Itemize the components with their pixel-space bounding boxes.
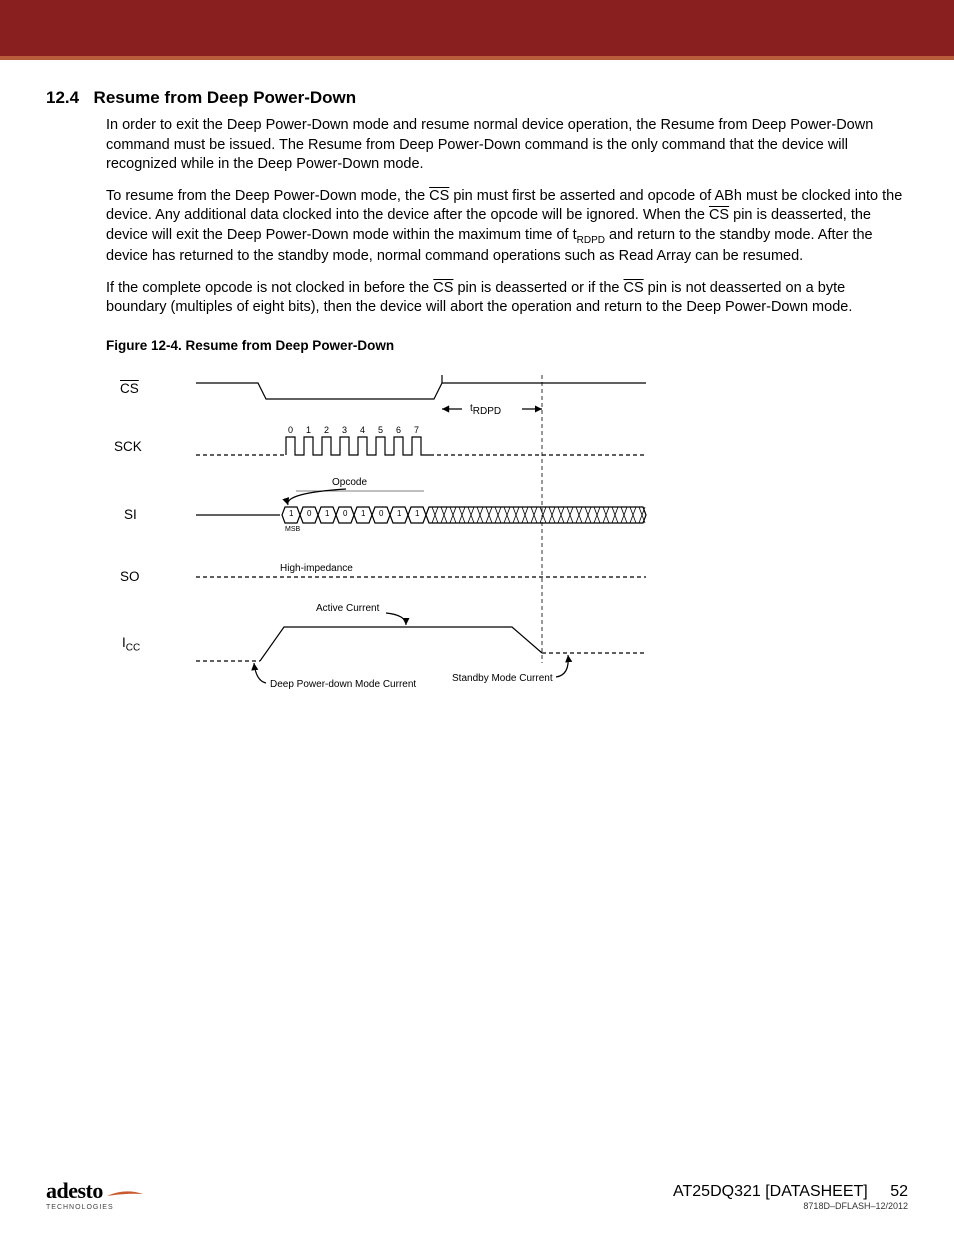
header-bar bbox=[0, 0, 954, 56]
clock-tick: 5 bbox=[378, 425, 383, 435]
clock-tick: 2 bbox=[324, 425, 329, 435]
clock-tick: 3 bbox=[342, 425, 347, 435]
label-opcode: Opcode bbox=[332, 477, 367, 488]
si-bit: 0 bbox=[307, 509, 311, 518]
label-msb: MSB bbox=[285, 526, 300, 533]
figure-caption: Figure 12-4. Resume from Deep Power-Down bbox=[106, 338, 908, 353]
page-number: 52 bbox=[890, 1183, 908, 1201]
label-so: SO bbox=[120, 569, 140, 584]
clock-tick: 6 bbox=[396, 425, 401, 435]
footer-doc: AT25DQ321 [DATASHEET] bbox=[673, 1183, 868, 1200]
paragraph-1: In order to exit the Deep Power-Down mod… bbox=[106, 116, 908, 175]
si-bit: 0 bbox=[343, 509, 347, 518]
section-number: 12.4 bbox=[46, 88, 79, 108]
label-icc: ICC bbox=[122, 635, 140, 654]
footer-right: AT25DQ321 [DATASHEET] 52 8718D–DFLASH–12… bbox=[673, 1183, 908, 1211]
clock-tick: 4 bbox=[360, 425, 365, 435]
page-content: 12.4 Resume from Deep Power-Down In orde… bbox=[0, 56, 954, 703]
label-hiimp: High-impedance bbox=[280, 563, 353, 574]
paragraph-2: To resume from the Deep Power-Down mode,… bbox=[106, 187, 908, 267]
cs-ref: CS bbox=[433, 280, 453, 296]
label-standby: Standby Mode Current bbox=[452, 673, 553, 684]
paragraph-3: If the complete opcode is not clocked in… bbox=[106, 279, 908, 318]
si-bit: 0 bbox=[379, 509, 383, 518]
si-bit: 1 bbox=[397, 509, 401, 518]
footer-docid: 8718D–DFLASH–12/2012 bbox=[673, 1201, 908, 1211]
label-active: Active Current bbox=[316, 603, 379, 614]
si-bit: 1 bbox=[415, 509, 419, 518]
footer-logo: adesto TECHNOLOGIES bbox=[46, 1178, 143, 1211]
clock-tick: 7 bbox=[414, 425, 419, 435]
label-sck: SCK bbox=[114, 439, 142, 454]
si-bit: 1 bbox=[325, 509, 329, 518]
label-trdpd: tRDPD bbox=[470, 403, 501, 417]
label-cs: CS bbox=[120, 381, 139, 396]
section-heading: 12.4 Resume from Deep Power-Down bbox=[46, 88, 908, 108]
header-accent bbox=[0, 56, 954, 60]
cs-ref: CS bbox=[429, 188, 449, 204]
timing-svg bbox=[106, 363, 666, 703]
cs-ref: CS bbox=[624, 280, 644, 296]
label-deep: Deep Power-down Mode Current bbox=[270, 679, 416, 690]
si-bit: 1 bbox=[361, 509, 365, 518]
clock-tick: 0 bbox=[288, 425, 293, 435]
timing-diagram: CS SCK SI SO ICC tRDPD Opcode MSB High-i… bbox=[106, 363, 666, 703]
logo-swoosh-icon bbox=[107, 1190, 143, 1198]
page-footer: adesto TECHNOLOGIES AT25DQ321 [DATASHEET… bbox=[0, 1178, 954, 1211]
section-title: Resume from Deep Power-Down bbox=[94, 88, 357, 107]
clock-tick: 1 bbox=[306, 425, 311, 435]
cs-ref: CS bbox=[709, 207, 729, 223]
label-si: SI bbox=[124, 507, 137, 522]
si-bit: 1 bbox=[289, 509, 293, 518]
